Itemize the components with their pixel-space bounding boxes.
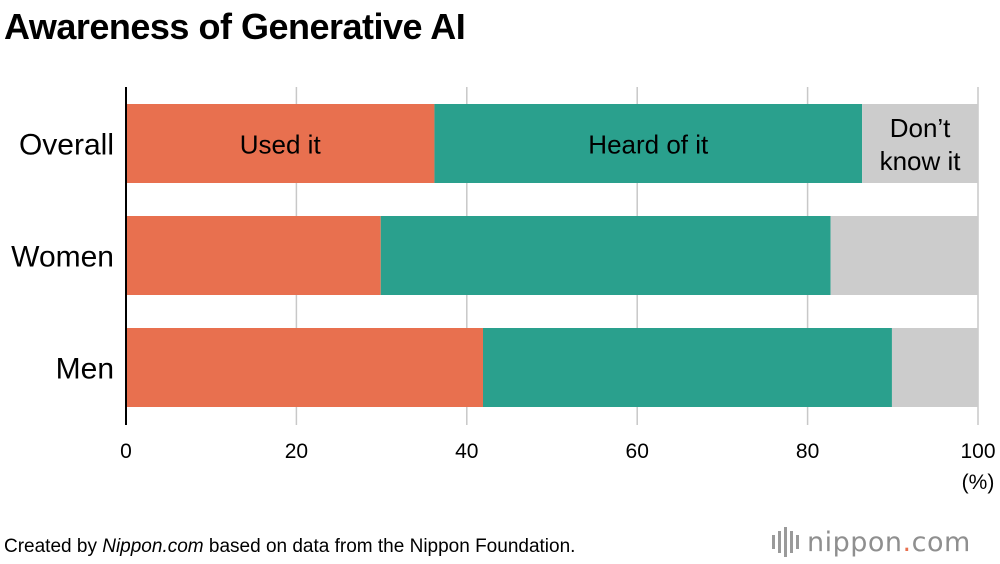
x-tick-labels: 0 20 40 60 80 100 — [120, 440, 995, 463]
bar-men-series-0 — [126, 328, 483, 407]
bar-overall-series-0 — [126, 104, 435, 183]
series-label-2-line-1: Don’t — [890, 113, 951, 143]
source-note: Created by Nippon.com based on data from… — [4, 536, 575, 558]
x-axis-unit: (%) — [962, 471, 995, 494]
category-label-men: Men — [56, 353, 114, 386]
x-tick-label-80: 80 — [796, 440, 819, 463]
bar-overall-series-2 — [862, 104, 978, 183]
x-tick-label-20: 20 — [285, 440, 308, 463]
source-suffix: based on data from the Nippon Foundation… — [203, 536, 576, 557]
logo-wordmark: nippon.com — [807, 526, 971, 558]
chart-title: Awareness of Generative AI — [4, 6, 466, 47]
source-publisher: Nippon.com — [102, 536, 204, 557]
series-label-1: Heard of it — [588, 130, 709, 160]
series-label-0: Used it — [240, 130, 322, 160]
category-labels: Overall Women Men — [11, 129, 114, 386]
series-label-2-line-2: know it — [880, 146, 962, 176]
logo-bars-icon — [772, 527, 799, 557]
bar-women-series-1 — [380, 216, 831, 295]
bar-women-series-0 — [126, 216, 381, 295]
bar-women-series-2 — [830, 216, 978, 295]
category-label-overall: Overall — [19, 129, 114, 162]
bar-men-series-2 — [891, 328, 978, 407]
source-prefix: Created by — [4, 536, 103, 557]
category-label-women: Women — [11, 241, 114, 274]
x-tick-label-0: 0 — [120, 440, 132, 463]
bar-overall-series-1 — [434, 104, 863, 183]
x-tick-label-40: 40 — [455, 440, 478, 463]
nippon-logo: nippon.com — [772, 522, 971, 562]
x-tick-label-100: 100 — [960, 440, 995, 463]
bar-men-series-1 — [482, 328, 892, 407]
x-tick-label-60: 60 — [626, 440, 649, 463]
